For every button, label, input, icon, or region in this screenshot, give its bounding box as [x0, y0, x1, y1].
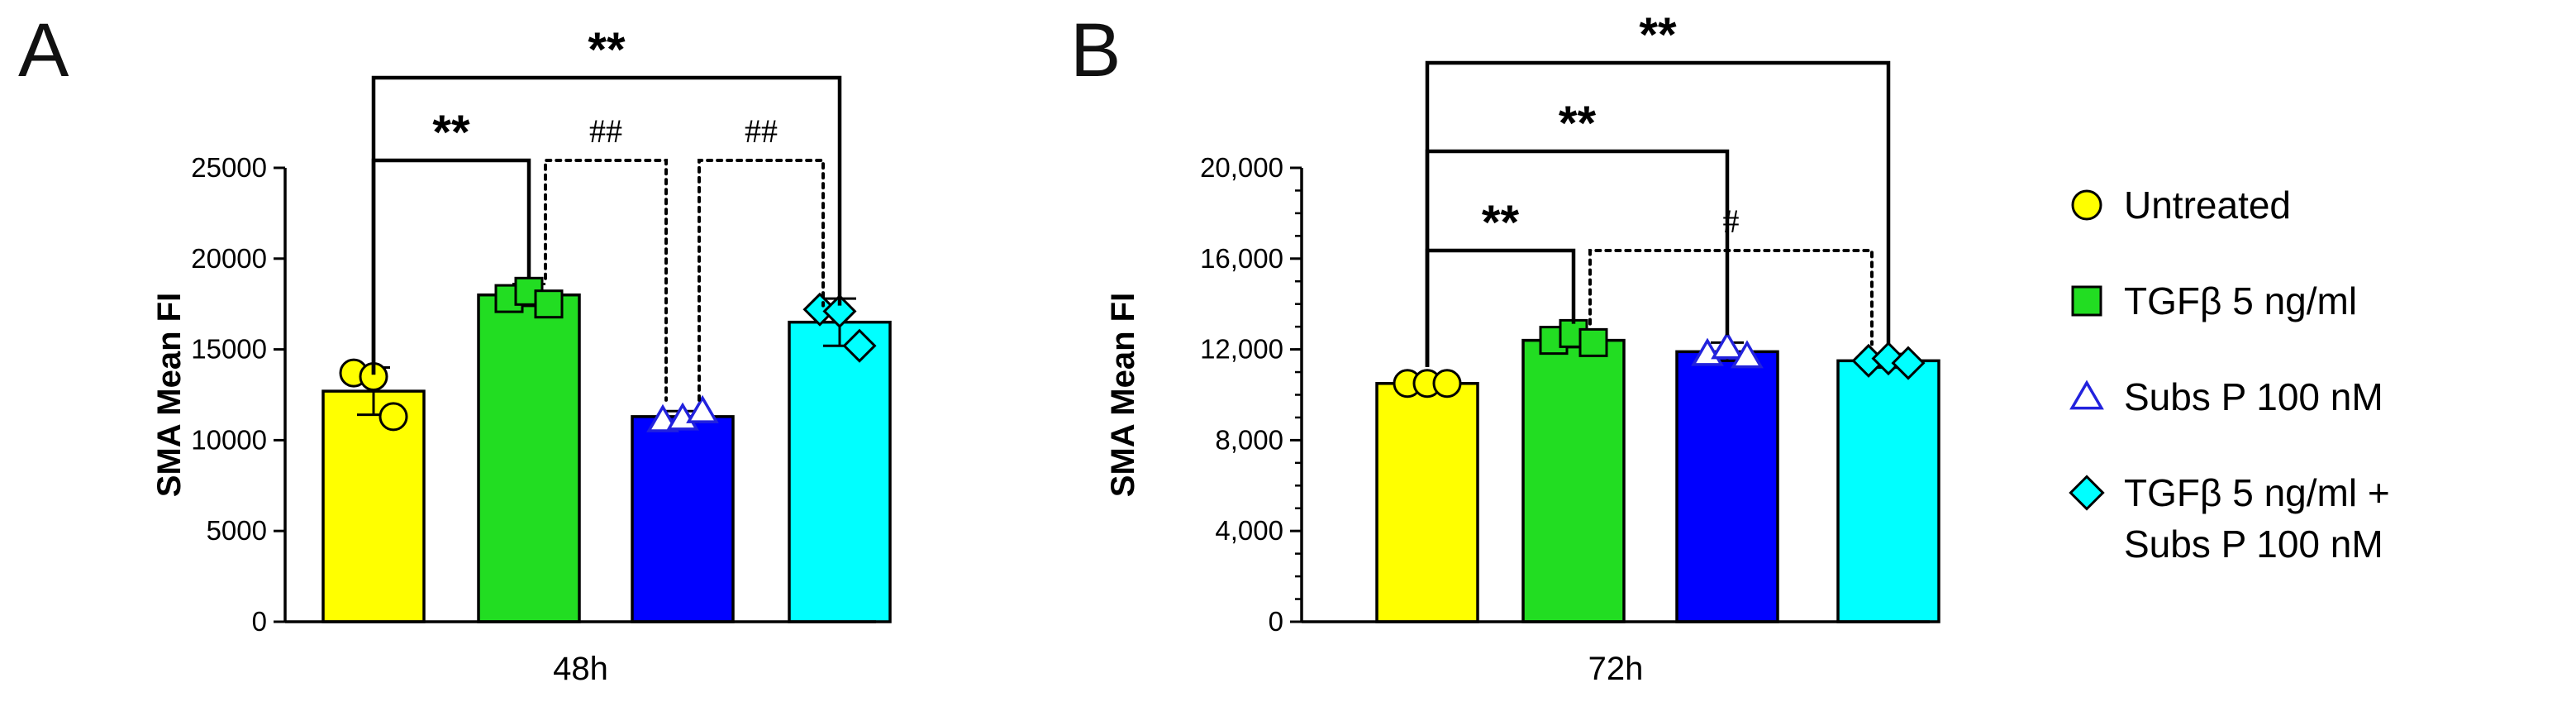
bar-untreated [321, 389, 426, 623]
bar-subsp [631, 415, 735, 623]
legend-marker-subsp [2069, 379, 2104, 410]
significance-label: ## [745, 112, 778, 150]
legend-marker-combo [2069, 475, 2105, 511]
chart-panel-a: 0 5000 10000 15000 20000 25000 SMA Mean FI 48h *… [151, 23, 892, 687]
significance-label: ** [588, 23, 626, 77]
legend-label-combo: Subs P 100 nM [2124, 523, 2383, 566]
significance-label: ** [1639, 8, 1677, 62]
data-point-combo [822, 294, 857, 329]
data-point-subsp [686, 394, 719, 423]
legend-label-combo: TGFβ 5 ng/ml + [2124, 471, 2390, 514]
data-point-combo [842, 328, 877, 363]
y-tick-label: 10000 [191, 424, 267, 455]
y-tick-label: 5000 [207, 515, 267, 546]
y-tick-label: 25000 [191, 152, 267, 183]
significance-bracket [371, 158, 531, 375]
bar-untreated [1375, 382, 1479, 623]
data-point-tgfb [534, 289, 564, 319]
data-point-subsp [1731, 340, 1764, 369]
legend-label-untreated: Untreated [2124, 184, 2291, 227]
chart-panel-b: 0 4,000 8,000 12,000 16,000 20,000 SMA Mean FI… [1105, 8, 1940, 687]
bar-combo [1836, 359, 1940, 623]
x-axis-label: 72h [1588, 651, 1644, 687]
legend-label-tgfb: TGFβ 5 ng/ml [2124, 279, 2357, 322]
significance-label: ## [589, 112, 622, 150]
y-axis-title: SMA Mean FI [1105, 293, 1141, 497]
y-tick-label: 12,000 [1200, 334, 1283, 365]
data-point-untreated [1432, 369, 1462, 399]
y-axis-title: SMA Mean FI [151, 293, 188, 497]
data-point-untreated [379, 402, 408, 432]
y-tick-label: 0 [1269, 606, 1283, 637]
significance-bracket-dotted [544, 159, 668, 402]
bar-tgfb [477, 293, 581, 623]
y-tick-label: 15000 [191, 334, 267, 365]
legend: Untreated TGFβ 5 ng/ml Subs P 100 nM TGFβ 5… [2069, 184, 2390, 566]
y-tick-label: 4,000 [1215, 515, 1283, 546]
y-tick-label: 20000 [191, 243, 267, 274]
legend-label-subsp: Subs P 100 nM [2124, 375, 2383, 418]
y-tick-label: 16,000 [1200, 243, 1283, 274]
legend-marker-untreated [2071, 189, 2102, 221]
significance-label: # [1723, 203, 1740, 240]
data-point-subsp [1711, 331, 1744, 360]
significance-label: ** [432, 106, 470, 160]
panel-letter-a: A [18, 8, 69, 93]
x-axis-label: 48h [553, 651, 608, 687]
significance-label: ** [1482, 196, 1520, 250]
legend-marker-tgfb [2071, 285, 2102, 317]
y-tick-label: 8,000 [1215, 424, 1283, 455]
y-tick-label: 0 [252, 606, 267, 637]
significance-bracket-dotted [1588, 249, 1874, 346]
y-tick-label: 20,000 [1200, 152, 1283, 183]
significance-bracket-dotted [698, 159, 825, 402]
bar-tgfb [1521, 338, 1626, 623]
bar-combo [788, 320, 892, 623]
panel-letter-b: B [1070, 8, 1121, 93]
significance-label: ** [1559, 97, 1597, 150]
bar-subsp [1675, 350, 1779, 623]
data-point-combo [1891, 346, 1926, 380]
significance-bracket [1425, 248, 1576, 367]
data-point-tgfb [1578, 327, 1608, 357]
